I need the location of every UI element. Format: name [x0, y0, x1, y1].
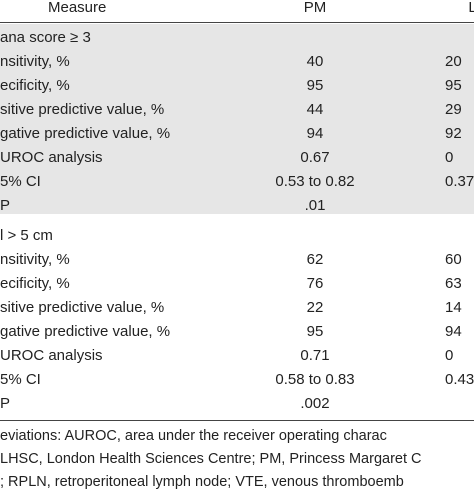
cell: .01	[304, 197, 326, 214]
cell: 92	[445, 125, 462, 142]
row-label: P	[0, 197, 11, 214]
cell: 0.67	[300, 149, 330, 166]
header-cell: LH	[468, 0, 474, 16]
cell: 95	[445, 77, 462, 94]
row-label: 5% CI	[0, 173, 41, 190]
cell: 63	[445, 275, 462, 292]
header-cell: PM	[303, 0, 327, 16]
cell: 60	[445, 251, 462, 268]
cell: 0	[445, 347, 454, 364]
section-label: ana score ≥ 3	[0, 29, 91, 46]
row-label: ecificity, %	[0, 275, 70, 292]
cell: 94	[445, 323, 462, 340]
row-label: gative predictive value, %	[0, 125, 171, 142]
section-label: l > 5 cm	[0, 227, 53, 244]
row-label: nsitivity, %	[0, 53, 70, 70]
cell: 14	[445, 299, 462, 316]
cell: 0.53 to 0.82	[275, 173, 355, 190]
cell: 0.58 to 0.83	[275, 371, 355, 388]
footnote-line: ; RPLN, retroperitoneal lymph node; VTE,…	[0, 474, 404, 490]
cell: 62	[306, 251, 324, 268]
cell: 22	[306, 299, 324, 316]
cell: 95	[306, 323, 324, 340]
cell: 0.43 t	[445, 371, 474, 388]
rule	[0, 22, 474, 23]
cell: 29	[445, 101, 462, 118]
cell: 44	[306, 101, 324, 118]
cell: 95	[306, 77, 324, 94]
section-shade	[0, 24, 474, 214]
cell: .002	[300, 395, 330, 412]
cell: 76	[306, 275, 324, 292]
rule	[0, 420, 474, 421]
cell: 0.37 t	[445, 173, 474, 190]
footnote-line: LHSC, London Health Sciences Centre; PM,…	[0, 451, 422, 467]
cell: 0	[445, 149, 454, 166]
header-cell: Measure	[48, 0, 107, 16]
footnote-line: eviations: AUROC, area under the receive…	[0, 428, 387, 444]
cell: 40	[306, 53, 324, 70]
row-label: UROC analysis	[0, 347, 103, 364]
row-label: nsitivity, %	[0, 251, 70, 268]
cell: 0.71	[300, 347, 330, 364]
row-label: 5% CI	[0, 371, 41, 388]
cell: 20	[445, 53, 462, 70]
row-label: P	[0, 395, 11, 412]
cell: 94	[306, 125, 324, 142]
row-label: sitive predictive value, %	[0, 101, 165, 118]
row-label: gative predictive value, %	[0, 323, 171, 340]
row-label: sitive predictive value, %	[0, 299, 165, 316]
row-label: ecificity, %	[0, 77, 70, 94]
row-label: UROC analysis	[0, 149, 103, 166]
